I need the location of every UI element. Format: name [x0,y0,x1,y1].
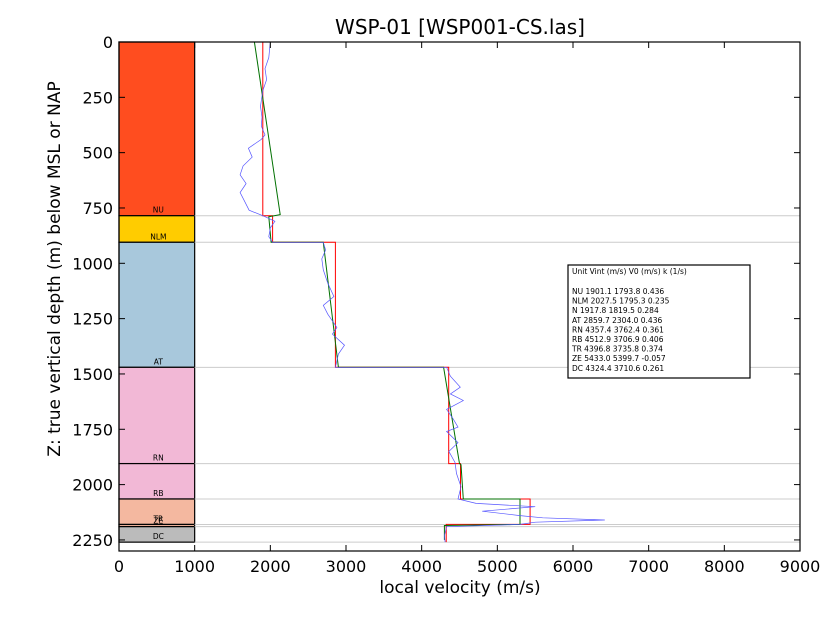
y-axis-ticks: 0 250 500 750 1000 1250 1500 1750 2000 2250 [72,33,800,550]
y-tick-label: 500 [82,144,113,163]
x-tick-label: 2000 [250,557,291,576]
y-tick-label: 1750 [72,420,113,439]
table-header: Unit Vint (m/s) V0 (m/s) k (1/s) [572,267,687,276]
y-tick-label: 1250 [72,310,113,329]
y-tick-label: 1000 [72,254,113,273]
x-axis-label: local velocity (m/s) [379,578,540,598]
velocity-series [239,41,605,543]
table-row: ZE 5433.0 5399.7 -0.057 [572,354,666,363]
unit-label: DC [153,532,164,541]
table-row: RB 4512.9 3706.9 0.406 [572,335,664,344]
table-row: TR 4396.8 3735.8 0.374 [571,345,663,354]
x-tick-label: 4000 [401,557,442,576]
y-tick-label: 0 [103,33,113,52]
y-axis-label: Z: true vertical depth (m) below MSL or … [45,81,65,456]
unit-label: AT [154,357,164,366]
y-tick-label: 750 [82,199,113,218]
unit-label: TR [152,514,163,523]
x-tick-label: 0 [114,557,124,576]
unit-boundary-lines [194,215,800,543]
x-tick-label: 3000 [326,557,367,576]
unit-block-rn [118,366,196,465]
chart-title: WSP-01 [WSP001-CS.las] [335,15,585,39]
unit-block-at [118,241,196,368]
unit-label: RB [153,489,163,498]
y-tick-label: 250 [82,88,113,107]
unit-label: RN [153,454,164,463]
unit-block-rb [118,462,196,500]
y-tick-label: 2250 [72,531,113,550]
unit-block-nu [118,41,196,217]
series-line-linear [253,41,521,540]
x-tick-label: 8000 [704,557,745,576]
table-row: RN 4357.4 3762.4 0.361 [572,325,664,334]
x-tick-label: 1000 [174,557,215,576]
table-row: NU 1901.1 1793.8 0.436 [572,287,664,296]
y-tick-label: 2000 [72,476,113,495]
y-tick-label: 1500 [72,365,113,384]
plot-frame [118,41,801,552]
x-tick-label: 5000 [477,557,518,576]
table-box [567,264,751,379]
table-row: DC 4324.4 3710.6 0.261 [572,364,664,373]
x-tick-label: 9000 [780,557,821,576]
table-row: N 1917.8 1819.5 0.284 [572,306,659,315]
series-line-interval [262,42,531,543]
table-row: AT 2859.7 2304.0 0.436 [572,316,662,325]
unit-label: NU [153,206,164,215]
unit-label: NLM [150,232,166,241]
unit-label: ZE [153,517,163,526]
x-tick-label: 7000 [628,557,669,576]
x-axis-ticks: 0 1000 2000 3000 4000 5000 6000 7000 8000 9000 [114,42,820,576]
series-line-log [239,41,605,543]
x-tick-label: 6000 [553,557,594,576]
velocity-table: Unit Vint (m/s) V0 (m/s) k (1/s) NU 1901.… [567,264,751,379]
table-row: NLM 2027.5 1795.3 0.235 [572,297,670,306]
